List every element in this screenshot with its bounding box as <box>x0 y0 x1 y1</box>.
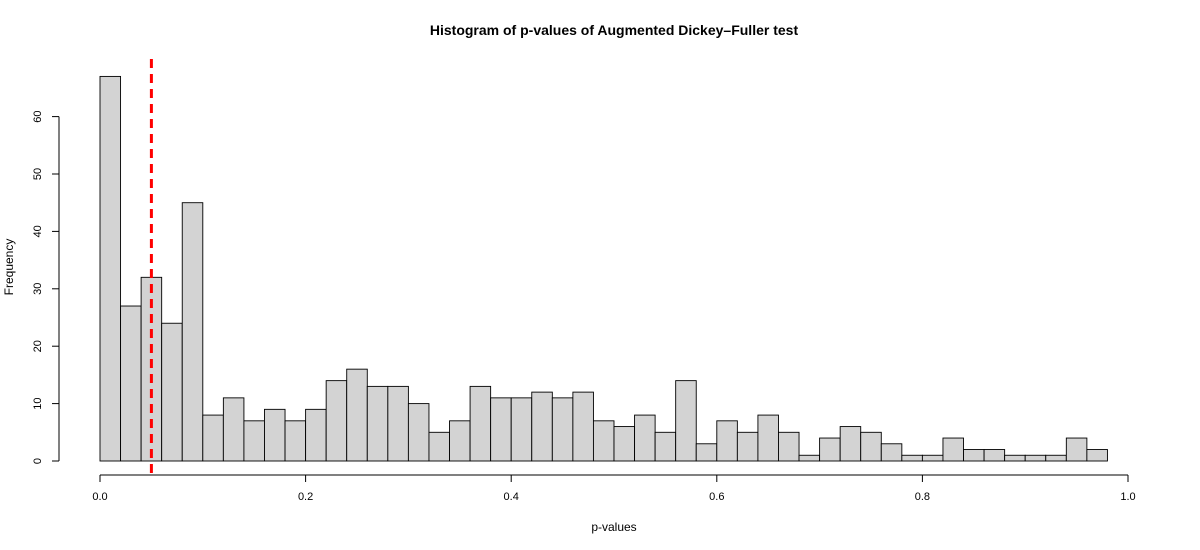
y-tick-label: 50 <box>32 168 44 180</box>
histogram-bar <box>695 443 718 462</box>
histogram-bar <box>839 426 862 462</box>
y-tick-label: 40 <box>32 225 44 237</box>
y-tick-label: 60 <box>32 110 44 122</box>
histogram-bar <box>264 408 286 462</box>
histogram-bar <box>942 437 964 462</box>
histogram-bar <box>366 385 389 462</box>
histogram-bar <box>1065 437 1088 462</box>
histogram-bar <box>1004 454 1026 462</box>
histogram-bar <box>387 385 409 462</box>
y-axis-label: Frequency <box>2 239 16 296</box>
x-axis-label: p-values <box>591 520 636 534</box>
histogram-bar <box>346 368 368 462</box>
histogram-bar <box>449 420 471 462</box>
histogram-bar <box>860 431 882 462</box>
y-tick-label: 0 <box>32 458 44 464</box>
x-tick-label: 0.0 <box>92 491 107 503</box>
histogram-bar <box>819 437 841 462</box>
histogram-bar <box>222 397 245 462</box>
histogram-bar <box>161 322 183 462</box>
histogram-bar <box>1086 449 1108 462</box>
x-tick-label: 1.0 <box>1120 491 1135 503</box>
histogram-bar <box>325 380 348 462</box>
histogram-bar <box>243 420 265 462</box>
histogram-bars <box>99 75 1108 462</box>
histogram-bar <box>675 380 697 462</box>
x-tick-label: 0.6 <box>709 491 724 503</box>
x-tick-label: 0.4 <box>504 491 519 503</box>
histogram-bar <box>757 414 779 462</box>
y-axis-ticks: 0 10 20 30 40 50 60 <box>32 110 59 464</box>
y-tick-label: 20 <box>32 340 44 352</box>
x-tick-label: 0.2 <box>298 491 313 503</box>
histogram-bar <box>120 305 142 462</box>
histogram-bar <box>654 431 677 462</box>
histogram-bar <box>983 449 1006 462</box>
histogram-bar <box>428 431 450 462</box>
histogram-bar <box>716 420 738 462</box>
chart-title: Histogram of p-values of Augmented Dicke… <box>430 22 799 38</box>
y-tick-label: 10 <box>32 397 44 409</box>
histogram-bar <box>736 431 759 462</box>
histogram-bar <box>1024 454 1047 462</box>
histogram-bar <box>921 454 944 462</box>
histogram-bar <box>407 403 430 462</box>
histogram-bar <box>778 431 800 462</box>
histogram-bar <box>490 397 512 462</box>
histogram-bar <box>901 454 923 462</box>
histogram-bar <box>531 391 553 462</box>
histogram-bar <box>1045 454 1067 462</box>
histogram-bar <box>634 414 656 462</box>
histogram-bar <box>592 420 615 462</box>
histogram-bar <box>572 391 594 462</box>
histogram-bar <box>510 397 533 462</box>
histogram-bar <box>181 202 204 462</box>
histogram-bar <box>469 385 492 462</box>
histogram-bar <box>963 449 985 462</box>
histogram-bar <box>880 443 903 462</box>
histogram-bar <box>202 414 224 462</box>
y-tick-label: 30 <box>32 283 44 295</box>
x-axis-ticks: 0.0 0.2 0.4 0.6 0.8 1.0 <box>92 475 1136 503</box>
histogram-bar <box>99 75 122 462</box>
histogram-bar <box>305 408 327 462</box>
x-tick-label: 0.8 <box>915 491 930 503</box>
histogram-bar <box>284 420 307 462</box>
histogram-bar <box>551 397 574 462</box>
histogram-bar <box>613 426 636 462</box>
histogram-bar <box>798 454 821 462</box>
